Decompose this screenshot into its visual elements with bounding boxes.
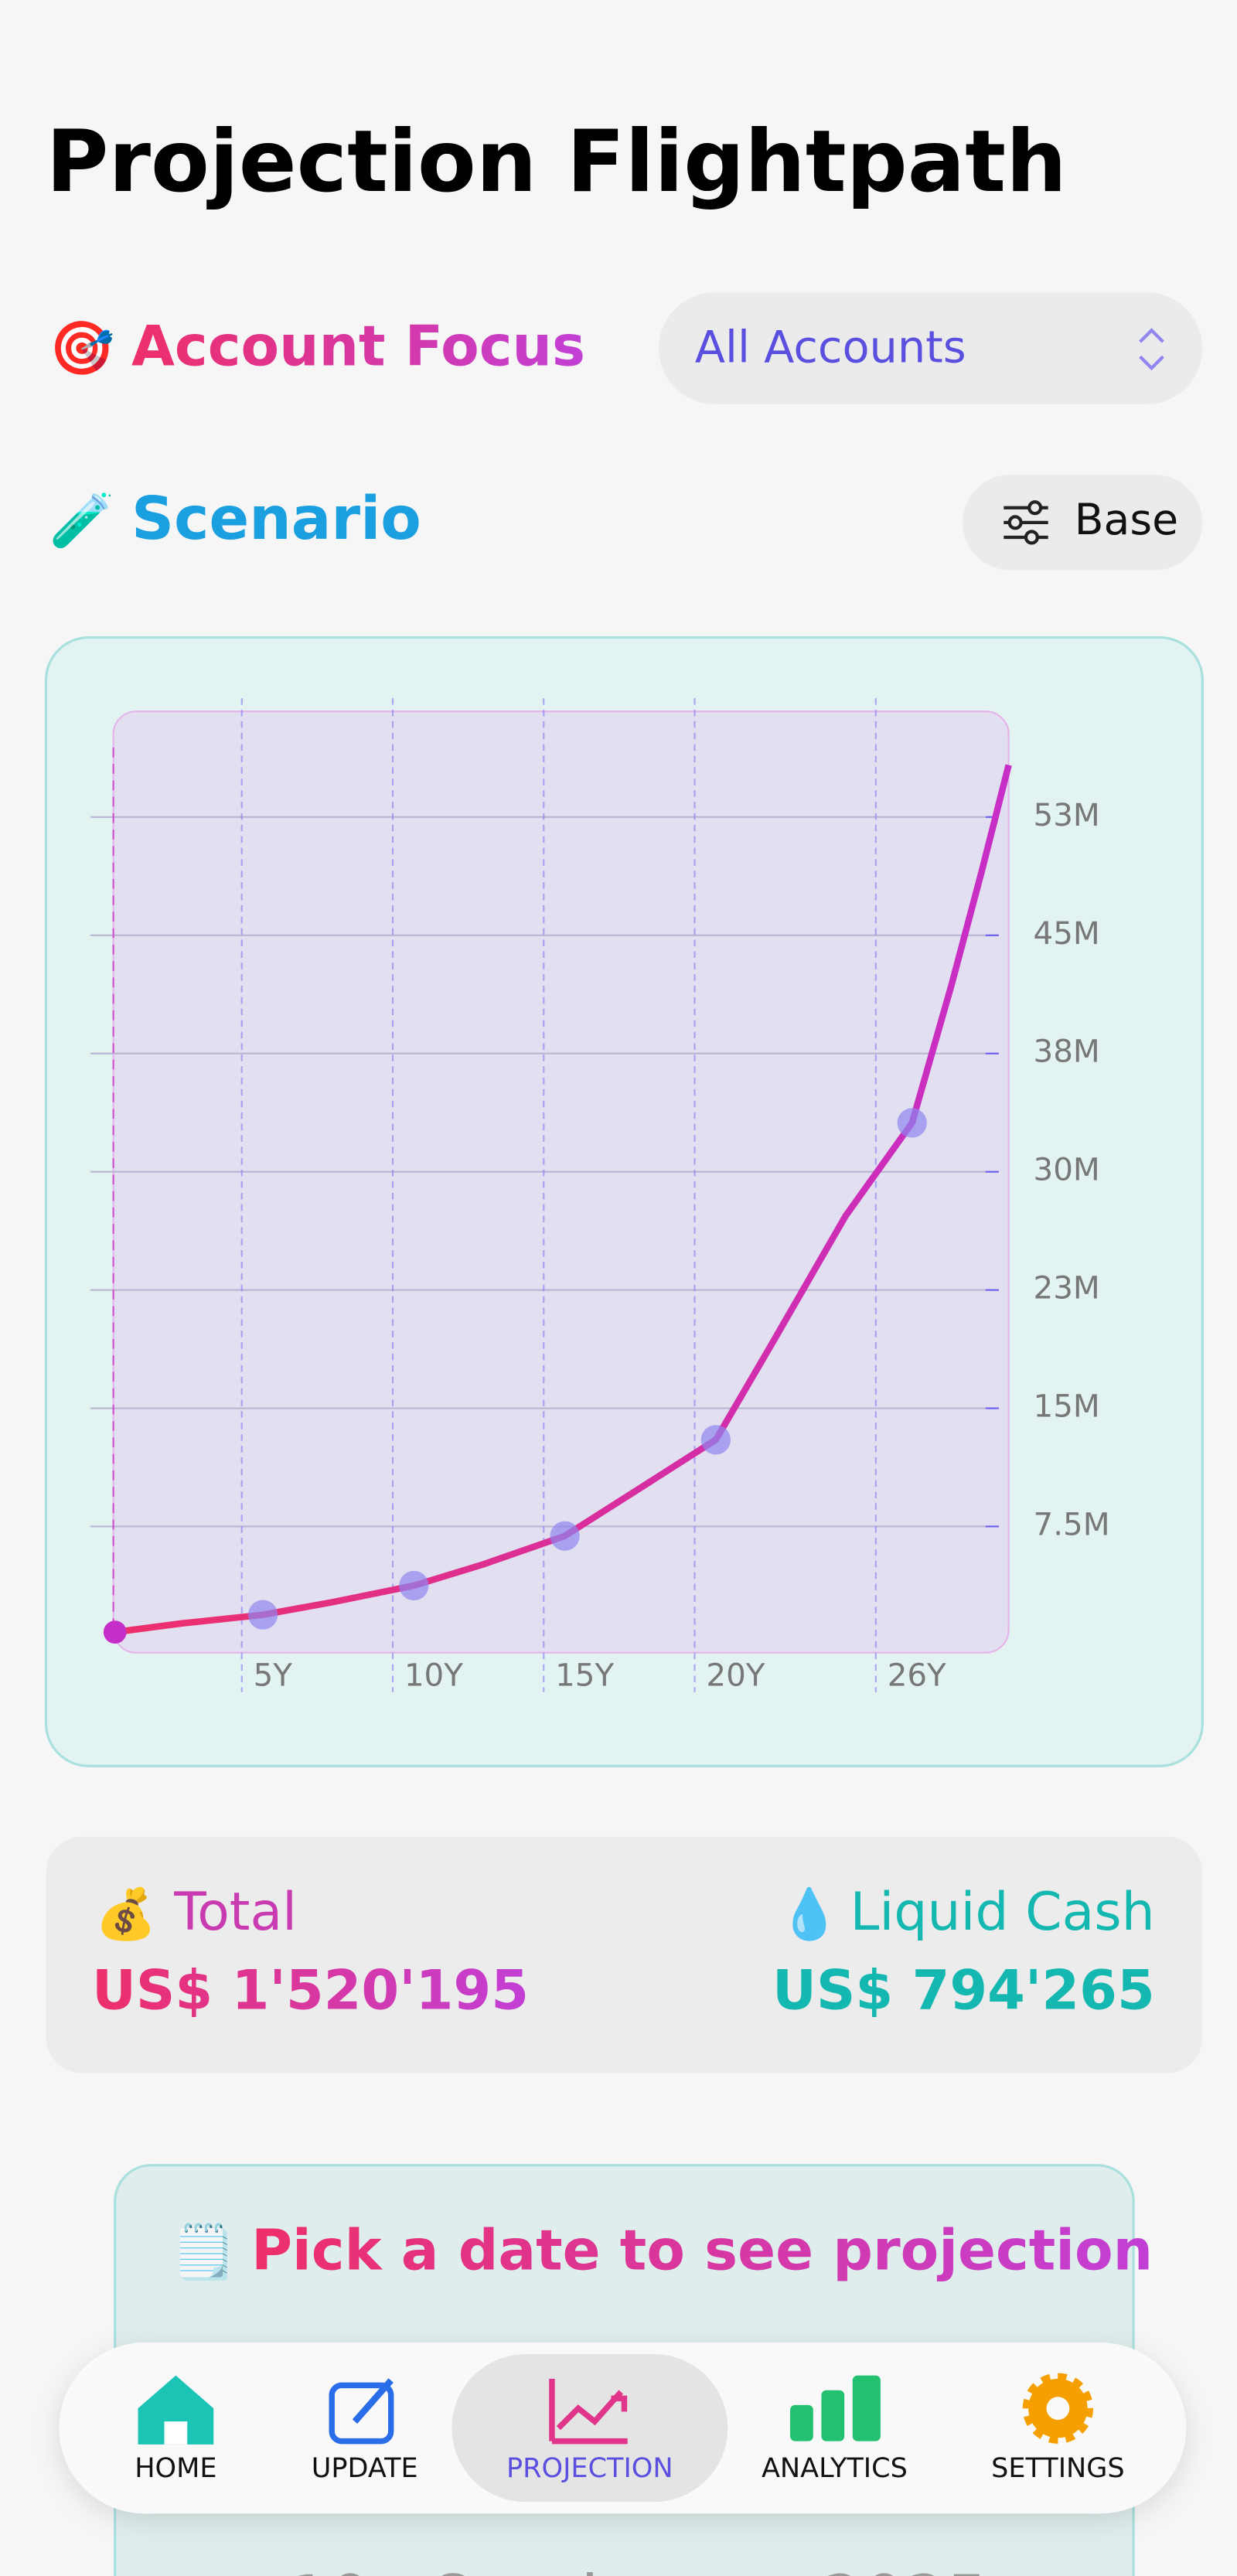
y-tick-label: 53M: [1034, 797, 1100, 833]
update-icon: [329, 2382, 394, 2445]
y-tick-label: 45M: [1034, 915, 1100, 952]
tab-label[interactable]: ANALYTICS: [762, 2452, 908, 2484]
x-tick-label: 5Y: [254, 1658, 293, 1694]
icon: 🎯: [49, 318, 115, 379]
chart: 7.5M 15M 23M 30M 38M 45M 53M 5Y 10Y 15Y 20Y 26Y: [90, 698, 1110, 1694]
plot-area: [112, 710, 1010, 1654]
summary-value: US$ 794'265: [772, 1959, 1155, 2022]
summary-label: Total: [173, 1882, 297, 1943]
section-label: Scenario: [131, 485, 421, 554]
tab-label[interactable]: SETTINGS: [991, 2452, 1125, 2484]
update-icon-pen: [352, 2378, 394, 2424]
tab-labels: HOME UPDATE PROJECTION ANALYTICS SETTINGS: [135, 2452, 1124, 2484]
y-tick-label: 23M: [1034, 1270, 1100, 1307]
analytics-icon: [790, 2375, 881, 2441]
select-value: All Accounts: [695, 321, 966, 373]
date-month[interactable]: October: [427, 2561, 690, 2576]
y-tick-label: 7.5M: [1034, 1506, 1110, 1542]
button-label: Base: [1075, 496, 1179, 545]
x-tick-label: 26Y: [888, 1658, 946, 1694]
icon: 💰: [95, 1886, 156, 1943]
milestone-point[interactable]: [399, 1570, 429, 1601]
home-icon: [138, 2375, 214, 2445]
summary-card: [46, 1836, 1203, 2073]
y-tick-label: 15M: [1034, 1389, 1100, 1425]
icon: 🧪: [49, 490, 115, 551]
icon: 🗒️: [171, 2222, 237, 2283]
x-tick-label: 20Y: [706, 1658, 765, 1694]
x-tick-label: 10Y: [404, 1658, 463, 1694]
scenario-button[interactable]: [963, 475, 1203, 571]
date-year[interactable]: 2025: [821, 2561, 988, 2576]
section-label: Account Focus: [131, 315, 585, 380]
milestone-point[interactable]: [550, 1521, 580, 1551]
active-tab-highlight: [452, 2354, 728, 2503]
icon: 💧: [779, 1886, 840, 1943]
sliders-icon: [1004, 500, 1048, 545]
account-select[interactable]: [659, 292, 1203, 404]
summary-value: US$ 1'520'195: [92, 1959, 529, 2022]
date-day[interactable]: 10: [288, 2561, 371, 2576]
date-prompt: Pick a date to see projection: [251, 2218, 1153, 2283]
y-tick-label: 30M: [1034, 1152, 1100, 1188]
home-icon-door: [164, 2421, 188, 2445]
milestone-point[interactable]: [247, 1600, 278, 1630]
tab-label[interactable]: UPDATE: [312, 2452, 418, 2484]
summary-label: Liquid Cash: [850, 1882, 1154, 1943]
settings-icon: [1022, 2373, 1094, 2444]
page-title: Projection Flightpath: [46, 112, 1066, 212]
projection-line: [114, 764, 1012, 1636]
projection-icon: [549, 2378, 628, 2445]
chevron: [1139, 328, 1164, 371]
tab-label[interactable]: HOME: [135, 2452, 216, 2484]
milestone-point[interactable]: [897, 1108, 927, 1138]
milestone-point[interactable]: [700, 1425, 731, 1455]
y-tick-label: 38M: [1034, 1034, 1100, 1070]
x-tick-label: 15Y: [555, 1658, 614, 1694]
tab-label[interactable]: PROJECTION: [506, 2452, 673, 2484]
start-point: [103, 1620, 127, 1644]
